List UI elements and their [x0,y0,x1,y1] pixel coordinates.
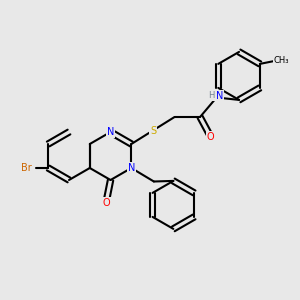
Text: N: N [128,163,135,173]
Text: N: N [216,91,223,101]
Text: Br: Br [21,163,32,173]
Text: O: O [102,197,110,208]
Text: N: N [107,127,114,137]
Text: H: H [208,92,214,100]
Text: CH₃: CH₃ [274,56,289,65]
Text: S: S [150,125,156,136]
Text: O: O [207,131,214,142]
